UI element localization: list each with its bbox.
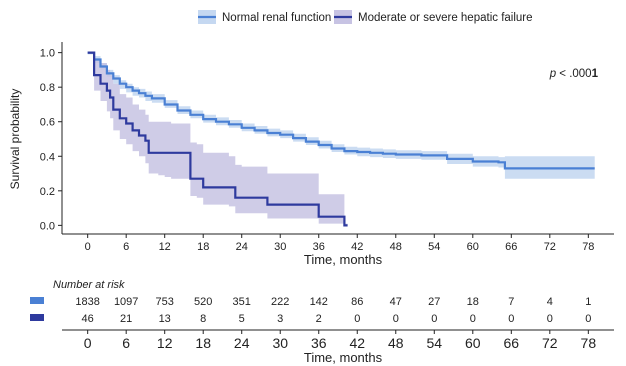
risk-table: 1838 1097 753 520 351 222 142 86 47 27 18 7 4 146 21 13… <box>30 296 614 351</box>
risk-count: 520 <box>194 296 212 308</box>
survival-line-2 <box>87 51 348 227</box>
risk-x-tick-label: 42 <box>349 335 365 351</box>
y-tick-label: 0.8 <box>40 82 55 94</box>
confidence-band-1 <box>87 52 595 179</box>
y-tick-label: 0.2 <box>40 186 55 198</box>
risk-x-tick-label: 72 <box>542 335 558 351</box>
risk-x-axis-title: Time, months <box>304 350 383 365</box>
legend-label-2: Moderate or severe hepatic failure <box>358 12 533 24</box>
risk-count: 1097 <box>114 296 138 308</box>
x-tick-label: 36 <box>313 241 325 253</box>
x-tick-label: 66 <box>505 241 517 253</box>
y-axis-title: Survival probability <box>8 89 22 190</box>
risk-count: 351 <box>233 296 251 308</box>
risk-count: 3 <box>277 313 283 325</box>
risk-count: 0 <box>547 313 553 325</box>
y-tick-label: 1.0 <box>40 48 55 60</box>
risk-count: 753 <box>156 296 174 308</box>
x-tick-label: 42 <box>351 241 363 253</box>
x-tick-label: 72 <box>544 241 556 253</box>
risk-count: 0 <box>585 313 591 325</box>
risk-count: 47 <box>390 296 402 308</box>
x-tick-label: 30 <box>274 241 286 253</box>
risk-count: 0 <box>431 313 437 325</box>
risk-x-tick-label: 66 <box>504 335 520 351</box>
risk-x-tick-label: 48 <box>388 335 404 351</box>
risk-count: 46 <box>82 313 94 325</box>
risk-count: 27 <box>428 296 440 308</box>
survival-curves <box>87 51 595 227</box>
legend: Normal renal function Moderate or severe … <box>198 10 533 24</box>
x-tick-label: 18 <box>197 241 209 253</box>
x-tick-label: 24 <box>236 241 248 253</box>
p-value-prefix: p <box>549 68 557 80</box>
p-value-annotation: p < .0001 <box>549 68 599 80</box>
risk-x-tick-label: 24 <box>234 335 250 351</box>
risk-x-tick-label: 78 <box>581 335 597 351</box>
axes: 0.0 0.2 0.4 0.6 0.8 1.0 0 6 12 18 24 30 36 42 48 54 60 66… <box>40 42 614 253</box>
risk-count: 4 <box>547 296 553 308</box>
y-tick-label: 0.6 <box>40 117 55 129</box>
risk-x-tick-label: 12 <box>157 335 173 351</box>
x-tick-label: 12 <box>159 241 171 253</box>
x-tick-label: 0 <box>85 241 91 253</box>
x-tick-label: 48 <box>390 241 402 253</box>
risk-count: 0 <box>393 313 399 325</box>
risk-count: 5 <box>239 313 245 325</box>
risk-count: 86 <box>351 296 363 308</box>
risk-table-title: Number at risk <box>53 279 125 291</box>
risk-x-tick-label: 0 <box>84 335 92 351</box>
survival-line-1 <box>87 51 595 170</box>
x-axis-title: Time, months <box>304 252 383 267</box>
x-tick-label: 6 <box>123 241 129 253</box>
risk-count: 0 <box>470 313 476 325</box>
confidence-band-2 <box>87 52 348 226</box>
x-tick-label: 54 <box>428 241 440 253</box>
x-tick-label: 60 <box>467 241 479 253</box>
confidence-bands <box>87 52 595 226</box>
risk-count: 142 <box>310 296 328 308</box>
risk-count: 2 <box>316 313 322 325</box>
risk-count: 7 <box>508 296 514 308</box>
risk-x-tick-label: 54 <box>426 335 442 351</box>
risk-count: 0 <box>508 313 514 325</box>
risk-count: 1838 <box>75 296 99 308</box>
risk-count: 1 <box>585 296 591 308</box>
risk-row-swatch-1 <box>30 297 44 304</box>
y-tick-label: 0.4 <box>40 151 55 163</box>
x-tick-label: 78 <box>582 241 594 253</box>
risk-x-tick-label: 30 <box>272 335 288 351</box>
risk-count: 18 <box>467 296 479 308</box>
risk-x-tick-label: 36 <box>311 335 327 351</box>
risk-count: 8 <box>200 313 206 325</box>
y-tick-label: 0.0 <box>40 220 55 232</box>
risk-x-tick-label: 18 <box>195 335 211 351</box>
risk-x-tick-label: 60 <box>465 335 481 351</box>
p-value-text: < .000 <box>556 68 592 80</box>
risk-row-swatch-2 <box>30 314 44 321</box>
p-value-bold: 1 <box>592 68 599 80</box>
risk-count: 222 <box>271 296 289 308</box>
risk-count: 21 <box>120 313 132 325</box>
risk-count: 0 <box>354 313 360 325</box>
legend-label-1: Normal renal function <box>222 12 331 24</box>
risk-count: 13 <box>159 313 171 325</box>
risk-x-tick-label: 6 <box>122 335 130 351</box>
